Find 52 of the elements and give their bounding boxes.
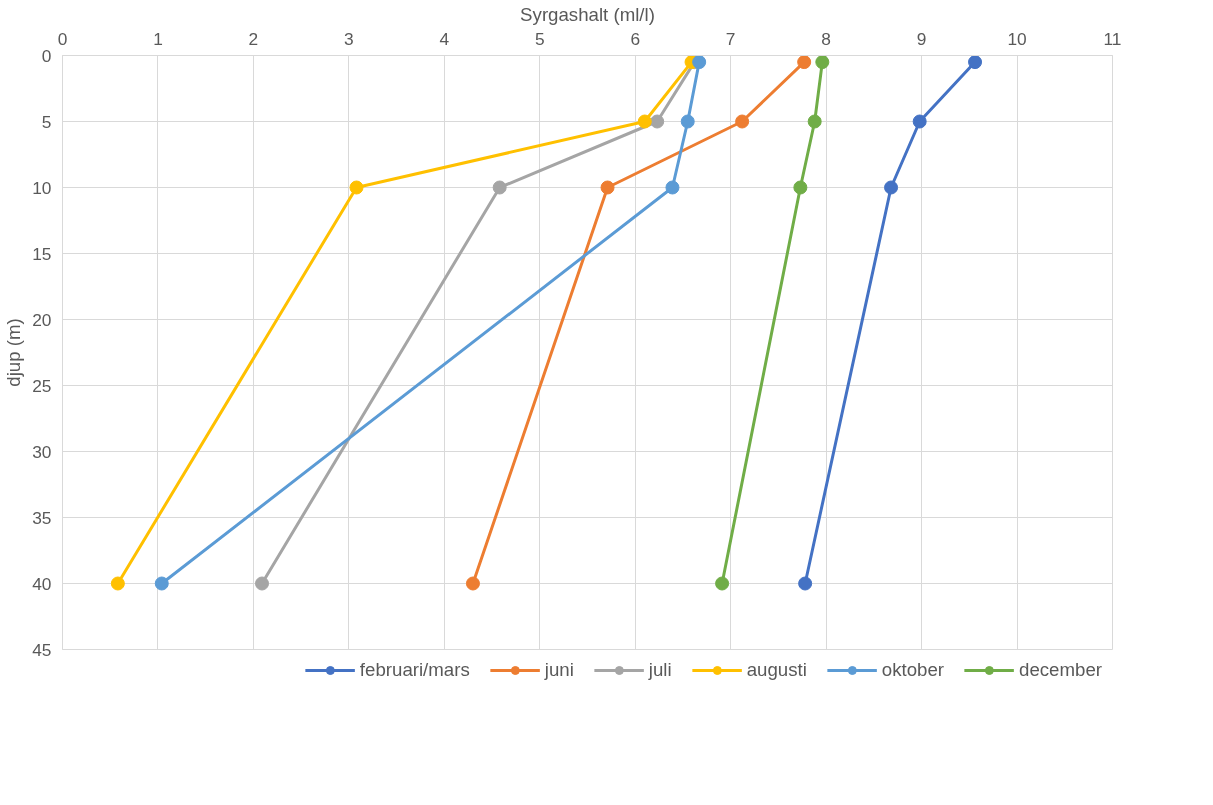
point — [797, 55, 812, 70]
x-tick-label: 7 — [725, 28, 736, 49]
y-tick-label: 25 — [32, 375, 52, 396]
x-tick-label: 6 — [630, 28, 641, 49]
y-tick-label: 0 — [41, 45, 52, 66]
point — [637, 114, 652, 129]
x-axis-title: Syrgashalt (ml/l) — [520, 3, 655, 25]
y-tick-label: 45 — [32, 639, 52, 660]
x-tick-label: 0 — [57, 28, 68, 49]
x-tick-label: 9 — [916, 28, 927, 49]
point — [110, 576, 125, 591]
point — [650, 114, 665, 129]
point — [798, 576, 813, 591]
legend-label: december — [1019, 659, 1102, 681]
legend-label: augusti — [746, 659, 807, 681]
x-tick-label: 5 — [534, 28, 545, 49]
x-tick-label: 3 — [344, 28, 354, 49]
point — [680, 114, 695, 129]
point — [154, 576, 169, 591]
legend-label: juni — [544, 659, 574, 681]
x-tick-label: 8 — [821, 28, 831, 49]
y-tick-label: 35 — [32, 507, 52, 528]
point — [665, 180, 680, 195]
y-tick-label: 20 — [32, 309, 52, 330]
x-tick-label: 4 — [439, 28, 450, 49]
y-axis-title: djup (m) — [3, 318, 25, 387]
y-tick-label: 10 — [32, 177, 52, 198]
point — [807, 114, 822, 129]
point — [884, 180, 899, 195]
point — [465, 576, 480, 591]
point — [692, 55, 707, 70]
point — [793, 180, 808, 195]
x-tick-label: 10 — [1007, 28, 1027, 49]
point — [912, 114, 927, 129]
legend-label: februari/mars — [359, 659, 470, 681]
x-tick-label: 2 — [248, 28, 259, 49]
point — [349, 180, 364, 195]
y-tick-label: 5 — [41, 111, 52, 132]
y-tick-label: 40 — [32, 573, 52, 594]
y-tick-label: 15 — [32, 243, 52, 264]
point — [735, 114, 750, 129]
point — [815, 55, 830, 70]
point — [255, 576, 269, 591]
legend-label: juli — [648, 659, 672, 681]
point — [715, 576, 730, 591]
y-tick-label: 30 — [32, 441, 52, 462]
x-tick-label: 1 — [153, 28, 163, 49]
point — [600, 180, 615, 195]
x-tick-label: 11 — [1103, 28, 1122, 49]
legend-label: oktober — [881, 659, 945, 681]
point — [492, 180, 507, 195]
point — [968, 55, 983, 70]
